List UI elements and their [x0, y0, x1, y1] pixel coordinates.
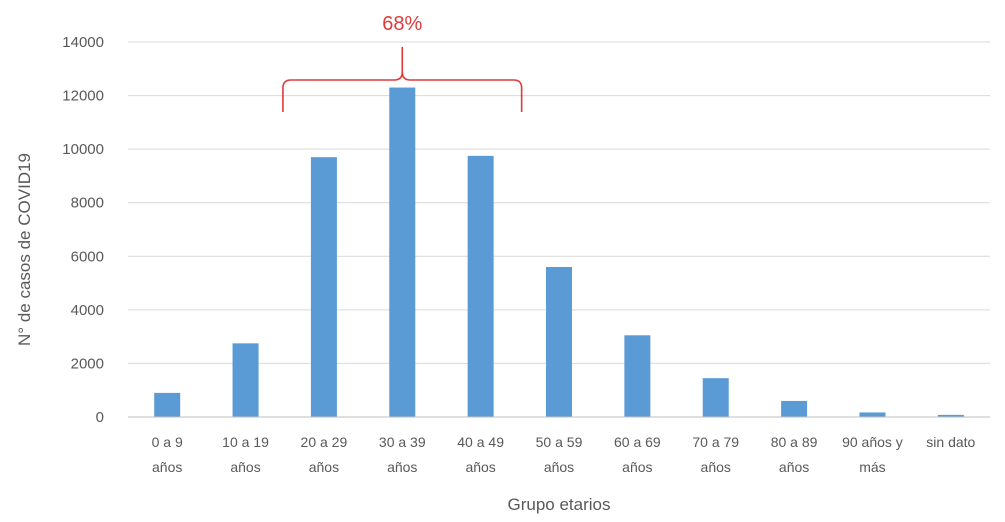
x-axis-title: Grupo etarios	[508, 495, 611, 514]
x-tick-label: años	[309, 459, 339, 475]
x-tick-label: 40 a 49	[457, 434, 504, 450]
annotation-label: 68%	[382, 13, 422, 35]
x-tick-label: años	[622, 459, 652, 475]
x-tick-label: años	[779, 459, 809, 475]
bar	[154, 392, 181, 417]
bar	[859, 412, 886, 417]
x-tick-label: años	[230, 459, 260, 475]
x-tick-label: 70 a 79	[692, 434, 739, 450]
x-tick-label: años	[465, 459, 495, 475]
x-tick-label: 20 a 29	[301, 434, 348, 450]
x-tick-label: más	[859, 459, 885, 475]
y-tick-label: 6000	[71, 248, 104, 265]
x-tick-label: sin dato	[926, 434, 975, 450]
y-axis-title: N° de casos de COVID19	[15, 153, 34, 346]
x-tick-label: 80 a 89	[771, 434, 818, 450]
x-axis-ticks: 0 a 9 años 10 a 19 años 20 a 29 años 30 a 39 añ…	[152, 434, 976, 475]
y-axis-ticks: 0 2000 4000 6000 8000 10000 12000 14000	[62, 34, 104, 426]
bars	[154, 87, 964, 418]
x-tick-label: años	[387, 459, 417, 475]
bar	[624, 335, 651, 417]
x-tick-label: 90 años y	[842, 434, 903, 450]
bar	[546, 267, 572, 417]
annotation-bracket	[282, 47, 523, 112]
x-tick-label: años	[152, 459, 182, 475]
y-tick-label: 0	[96, 409, 104, 426]
bar	[702, 378, 729, 417]
x-tick-label: 10 a 19	[222, 434, 269, 450]
y-tick-label: 8000	[71, 195, 104, 212]
bar	[467, 155, 494, 417]
x-tick-label: años	[544, 459, 574, 475]
bar	[310, 157, 337, 417]
bar	[232, 343, 259, 417]
x-tick-label: 0 a 9	[152, 434, 183, 450]
x-tick-label: 30 a 39	[379, 434, 426, 450]
y-tick-label: 10000	[62, 141, 104, 158]
gridlines	[128, 41, 990, 364]
bar	[937, 414, 964, 417]
x-tick-label: 60 a 69	[614, 434, 661, 450]
y-tick-label: 14000	[62, 34, 104, 51]
y-tick-label: 4000	[71, 302, 104, 319]
y-tick-label: 2000	[71, 355, 104, 372]
bar	[389, 87, 416, 418]
x-tick-label: años	[701, 459, 731, 475]
bar	[781, 400, 808, 417]
y-tick-label: 12000	[62, 88, 104, 105]
x-tick-label: 50 a 59	[536, 434, 583, 450]
